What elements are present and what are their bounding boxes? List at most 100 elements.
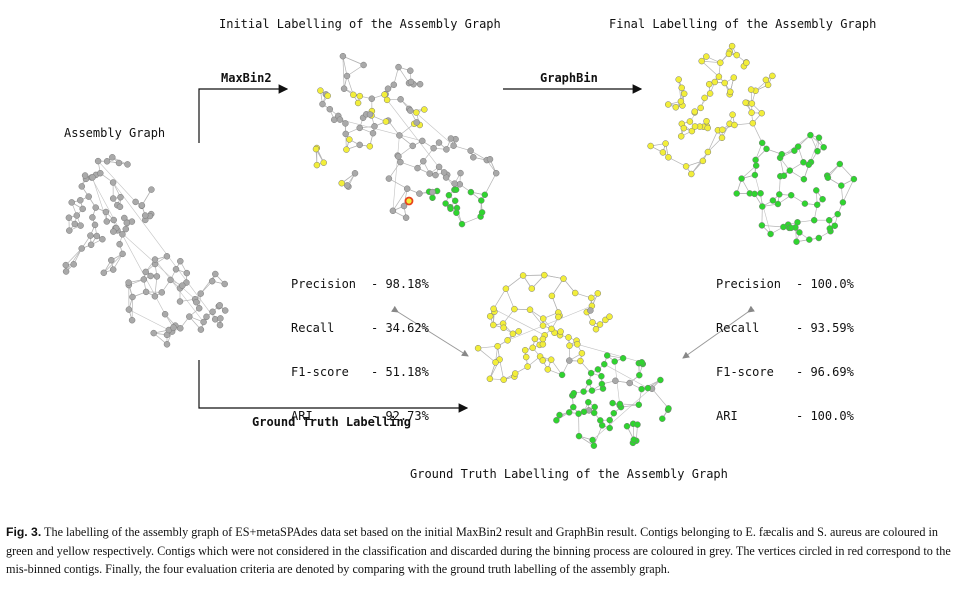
graph-node <box>511 305 518 313</box>
graph-node <box>129 293 136 301</box>
metric-row: F1-score - 51.18% <box>291 364 429 380</box>
graph-node <box>630 436 638 443</box>
graph-node <box>320 159 327 166</box>
graph-node <box>150 329 157 337</box>
graph-node <box>635 401 643 409</box>
graph-node <box>140 276 148 283</box>
graph-node <box>834 210 841 218</box>
graph-node <box>420 157 427 165</box>
graph-node <box>216 302 223 309</box>
graph-node <box>177 325 184 332</box>
maxbin-arrow <box>198 84 289 143</box>
compare-final-connector <box>682 305 755 359</box>
graph-node <box>312 145 320 153</box>
graph-edge <box>65 248 82 272</box>
graph-node <box>675 76 682 83</box>
graph-edge <box>154 276 158 297</box>
graph-node <box>580 388 587 395</box>
graph-node <box>151 256 159 263</box>
graph-node <box>494 342 501 350</box>
graph-node <box>158 289 166 296</box>
graph-node <box>443 146 450 153</box>
graph-node <box>717 59 724 66</box>
graph-node <box>539 335 547 343</box>
graph-node <box>183 269 191 277</box>
graph-node <box>544 366 552 373</box>
graph-node <box>343 72 351 80</box>
graph-node <box>119 231 126 238</box>
graph-node <box>369 129 377 137</box>
graph-node <box>560 275 567 282</box>
graph-node <box>575 410 582 417</box>
graph-node <box>850 175 858 183</box>
graph-node <box>124 161 131 168</box>
graph-node <box>807 131 814 139</box>
figure-caption: Fig. 3. The labelling of the assembly gr… <box>6 523 966 579</box>
graph-node <box>747 86 755 93</box>
metric-name: ARI <box>291 409 313 423</box>
graph-node <box>548 292 556 300</box>
graph-node <box>163 253 171 260</box>
graph-edge <box>200 273 216 294</box>
graph-node <box>820 144 827 151</box>
graph-node <box>445 191 453 199</box>
graph-node <box>151 293 159 300</box>
graph-node <box>102 208 110 216</box>
metric-name: ARI <box>716 409 738 423</box>
graph-node <box>103 158 111 165</box>
graph-node <box>474 344 482 352</box>
graph-node <box>397 96 404 103</box>
graph-node <box>585 398 592 406</box>
graph-node <box>731 121 738 129</box>
graph-node <box>502 285 510 292</box>
graph-edges <box>650 45 855 243</box>
graph-nodes <box>474 271 672 449</box>
graph-node <box>606 416 613 424</box>
graph-node <box>528 285 536 292</box>
graph-node <box>167 276 174 284</box>
graph-node <box>356 92 364 100</box>
graph-node <box>116 203 124 211</box>
graph-node <box>79 205 86 213</box>
graph-node <box>704 124 711 132</box>
graph-node <box>360 61 367 69</box>
graph-node <box>109 195 117 202</box>
graph-node <box>381 91 388 98</box>
graph-node <box>697 104 704 112</box>
graph-edge <box>741 165 757 179</box>
metric-value: - 92.73% <box>371 409 429 423</box>
graph-node <box>383 96 391 104</box>
graph-node <box>110 216 117 224</box>
graph-node <box>481 191 489 199</box>
graph-node <box>769 72 776 80</box>
graph-node <box>128 316 136 324</box>
graph-node <box>743 59 750 67</box>
graph-node <box>570 403 577 411</box>
graph-node <box>558 371 566 379</box>
graph-node <box>78 183 86 190</box>
graph-node <box>450 142 457 149</box>
metric-row: F1-score - 96.69% <box>716 364 854 380</box>
graph-node <box>195 305 203 312</box>
graph-node <box>110 228 117 235</box>
graph-edge <box>392 188 408 211</box>
figure-caption-text: The labelling of the assembly graph of E… <box>6 525 951 576</box>
graph-edge <box>707 137 723 153</box>
graph-node <box>343 182 351 189</box>
graph-node <box>193 298 200 306</box>
graph-node <box>767 230 774 238</box>
graph-node <box>429 188 436 196</box>
graph-edge <box>342 56 348 77</box>
graph-node <box>787 224 795 232</box>
assembly-graph <box>62 154 229 348</box>
graph-node <box>317 87 324 94</box>
graph-node <box>742 99 749 106</box>
graph-node <box>588 387 596 394</box>
graph-node <box>571 289 579 297</box>
graph-node <box>541 271 548 279</box>
graph-node <box>570 389 578 397</box>
graph-node <box>486 156 494 163</box>
graph-node <box>62 261 70 269</box>
graph-node <box>815 234 823 242</box>
